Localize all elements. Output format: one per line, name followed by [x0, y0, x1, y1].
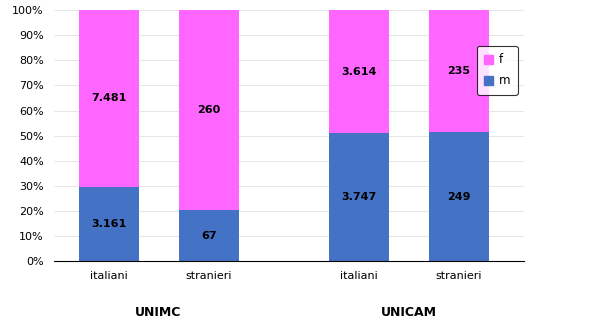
Text: 7.481: 7.481: [91, 93, 126, 104]
Bar: [178, 10, 239, 210]
Bar: [328, 133, 389, 261]
Legend: f, m: f, m: [477, 46, 518, 94]
Text: 260: 260: [197, 105, 220, 115]
Bar: [428, 10, 488, 132]
Text: 235: 235: [447, 66, 470, 76]
Text: 3.614: 3.614: [341, 67, 376, 77]
Text: UNIMC: UNIMC: [136, 306, 181, 319]
Text: 3.747: 3.747: [341, 192, 376, 202]
Text: UNICAM: UNICAM: [381, 306, 437, 319]
Bar: [428, 132, 488, 261]
Bar: [178, 210, 239, 261]
Text: 3.161: 3.161: [91, 219, 126, 229]
Bar: [328, 10, 389, 133]
Text: 67: 67: [201, 230, 217, 241]
Bar: [79, 187, 139, 261]
Bar: [79, 10, 139, 187]
Text: 249: 249: [447, 192, 470, 202]
